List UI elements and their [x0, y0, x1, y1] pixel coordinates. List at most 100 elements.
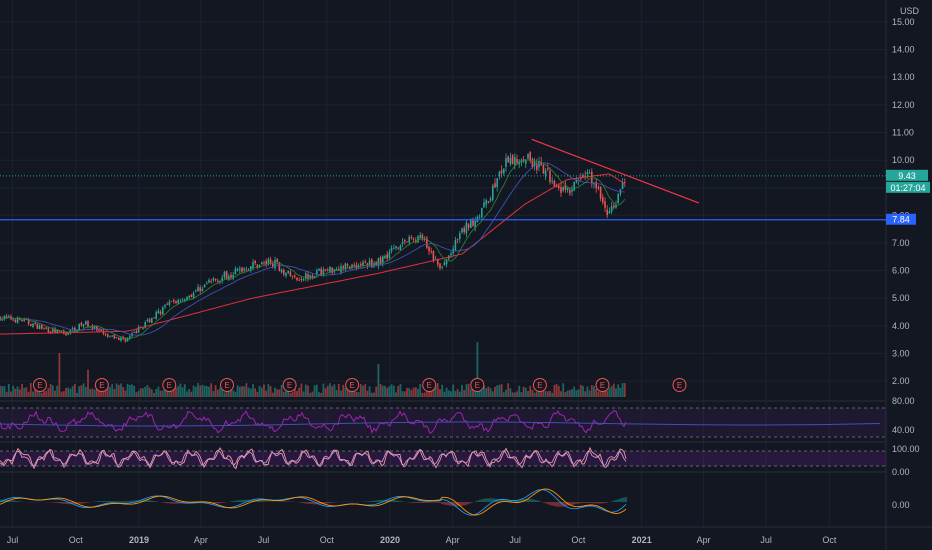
candle-body [148, 319, 151, 323]
candle-body [184, 299, 186, 301]
candle-body [599, 186, 602, 199]
volume-bar [509, 388, 512, 397]
volume-bar [557, 385, 560, 397]
macd-histogram-bar [173, 502, 175, 504]
volume-bar [3, 386, 6, 397]
candle-body [401, 241, 404, 244]
volume-bar [5, 391, 8, 397]
macd-histogram-bar [391, 499, 393, 502]
volume-bar [126, 383, 129, 397]
volume-bar [307, 385, 309, 397]
candle-body [85, 320, 87, 325]
volume-bar [436, 383, 439, 397]
candle-body [294, 275, 296, 277]
price-tick: 15.00 [892, 17, 915, 27]
candle-body [384, 255, 386, 258]
candle-body [142, 327, 144, 329]
macd-histogram-bar [121, 501, 123, 502]
macd-histogram-bar [615, 500, 617, 502]
volume-bar [40, 392, 43, 397]
earnings-marker[interactable] [422, 378, 437, 392]
candle-body [280, 269, 283, 273]
macd-histogram-bar [553, 502, 555, 507]
candle-body [487, 201, 490, 203]
earnings-marker[interactable] [672, 378, 687, 392]
candle-body [302, 279, 305, 281]
earnings-marker[interactable] [345, 378, 360, 392]
time-axis[interactable]: Jul Oct 2019 Apr Jul Oct 2020 Apr Jul Oct 2021 Apr J… [7, 535, 837, 545]
earnings-marker[interactable] [162, 378, 177, 392]
macd-histogram-bar [285, 501, 287, 502]
price-tick: 4.00 [892, 321, 910, 331]
macd-histogram-bar [239, 500, 241, 502]
volume-bar [469, 388, 472, 397]
volume-bar [606, 390, 609, 397]
hline-price-tag[interactable]: 7.84 [886, 213, 916, 225]
volume-bar [43, 391, 45, 397]
candle-body [276, 258, 278, 262]
candle-body [606, 209, 608, 216]
macd-histogram-bar [127, 501, 129, 502]
candle-body [316, 270, 318, 275]
volume-bar [100, 389, 103, 397]
candle-body [21, 319, 23, 322]
candle-body [547, 168, 549, 170]
volume-bar [51, 385, 54, 397]
volume-bar [133, 385, 136, 397]
candlesticks[interactable] [0, 151, 626, 343]
macd-histogram-bar [331, 502, 333, 503]
trendline[interactable] [531, 138, 699, 204]
volume-bar [456, 389, 459, 397]
macd-histogram-bar [519, 499, 521, 502]
candle-body [208, 279, 210, 283]
macd-histogram-bar [167, 502, 169, 504]
candle-body [192, 292, 195, 298]
earnings-marker[interactable] [282, 378, 297, 392]
candle-body [16, 317, 19, 323]
macd-histogram-bar [397, 500, 399, 502]
volume-bar [388, 386, 391, 397]
volume-bar [128, 384, 131, 397]
candle-body [234, 268, 237, 275]
earnings-marker[interactable] [94, 378, 109, 392]
macd-histogram-bar [555, 502, 557, 507]
volume-bar [516, 391, 518, 397]
candle-body [230, 275, 232, 278]
volume-bar [615, 388, 617, 397]
earnings-label: E [537, 381, 542, 390]
macd-histogram-bar [443, 502, 445, 505]
candle-body [459, 233, 461, 240]
volume-bar [29, 383, 32, 397]
time-label: Oct [822, 535, 837, 545]
earnings-marker[interactable] [470, 378, 485, 392]
volume-bar [84, 386, 87, 397]
candle-body [63, 330, 65, 334]
macd-histogram-bar [237, 500, 239, 502]
volume-bar [520, 392, 523, 397]
candle-body [412, 238, 415, 240]
candle-body [225, 271, 228, 279]
macd-histogram-bar [257, 500, 259, 502]
macd-histogram-bar [63, 502, 65, 504]
macd-histogram-bar [57, 502, 59, 504]
macd-histogram-bar [625, 497, 627, 502]
volume-bar [27, 391, 30, 397]
volume-bar [425, 390, 428, 397]
macd-line [0, 489, 627, 516]
volume-bar [595, 388, 598, 397]
earnings-marker[interactable] [220, 378, 235, 392]
candle-body [509, 157, 512, 164]
candle-body [104, 334, 107, 336]
macd-histogram-bar [549, 502, 551, 505]
candle-body [206, 283, 208, 285]
volume-bar [115, 383, 118, 397]
volume-bar [593, 385, 595, 397]
volume-bar [500, 384, 503, 397]
candle-body [454, 239, 457, 251]
earnings-marker[interactable] [595, 378, 610, 392]
earnings-marker[interactable] [532, 378, 547, 392]
earnings-marker[interactable] [32, 378, 47, 392]
volume-bar [331, 386, 334, 397]
